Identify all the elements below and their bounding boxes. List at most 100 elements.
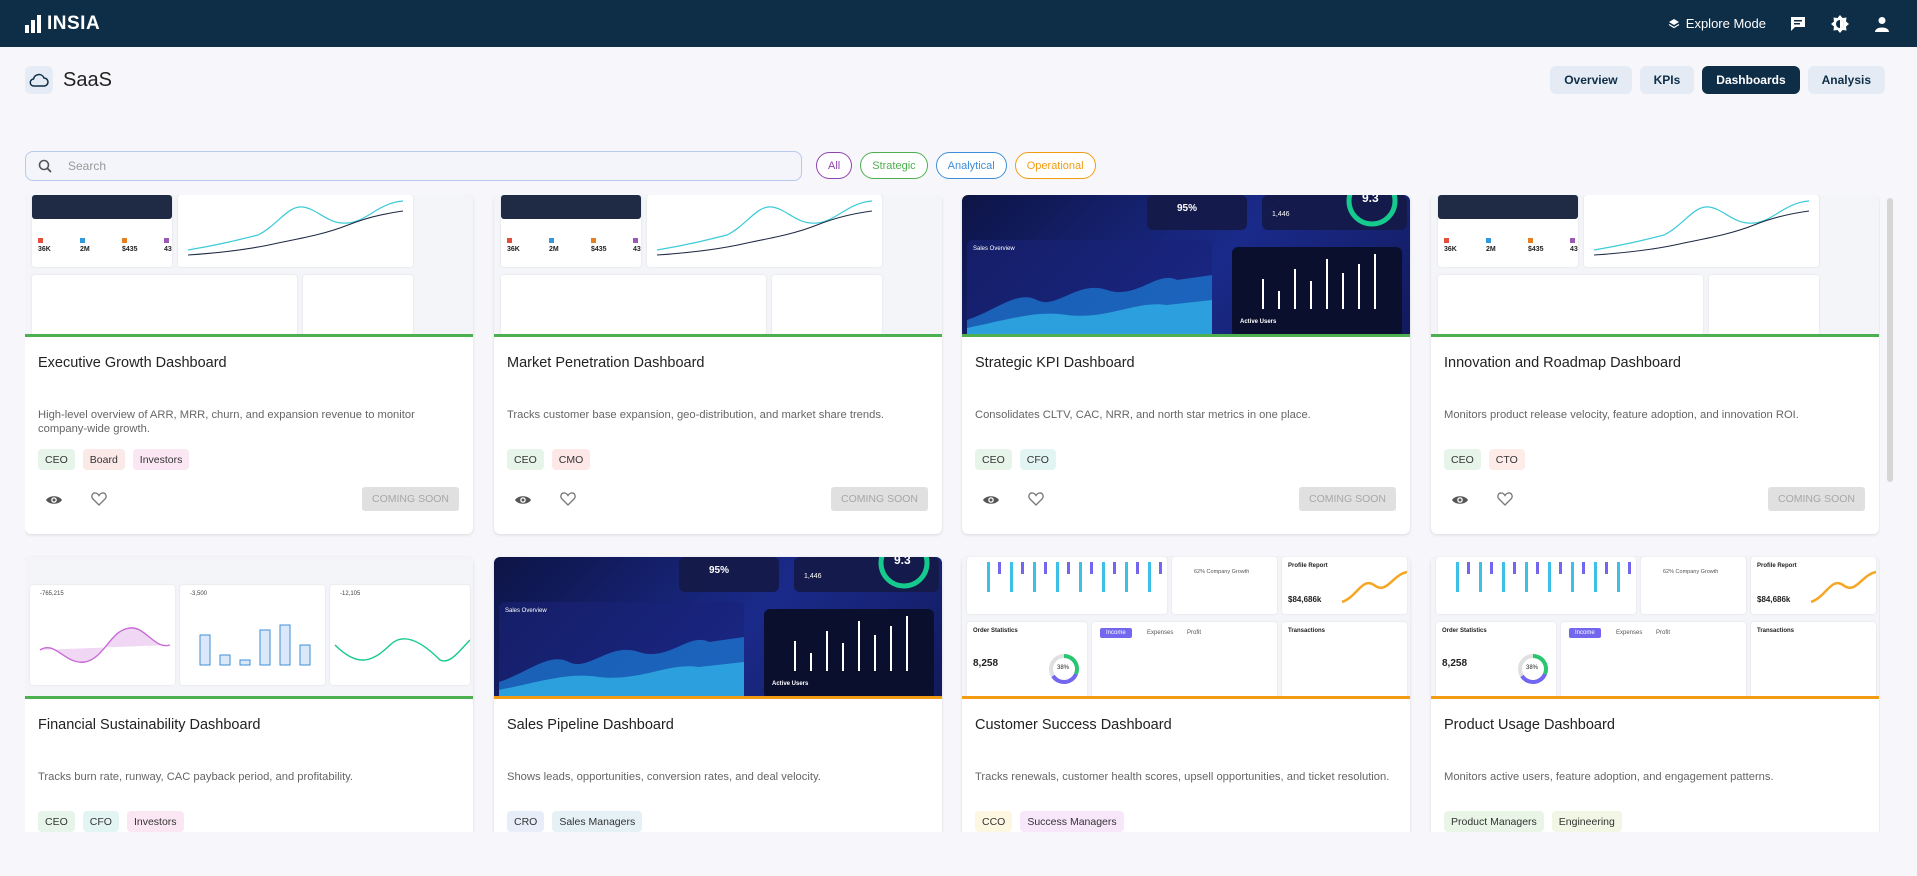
thumb-finance-chart: -765,215 [30, 585, 175, 685]
dashboard-thumbnail: 95% 1,446 9.3 Sales Overview Active Users [962, 195, 1410, 337]
card-title[interactable]: Financial Sustainability Dashboard [38, 717, 261, 733]
thumb-metrics-panel: 36K 2M $435 43 [501, 195, 641, 267]
card-actions [45, 492, 107, 511]
thumb-text: Income [1100, 628, 1132, 638]
heart-icon[interactable] [1497, 492, 1513, 511]
search-bar [25, 151, 802, 181]
page-header: SaaS [25, 66, 112, 94]
insia-logo[interactable]: INSIA [25, 13, 100, 35]
dashboard-thumbnail: 95% 1,446 9.3 Sales Overview Active Users [494, 557, 942, 699]
coming-soon-button[interactable]: COMING SOON [1298, 487, 1396, 511]
thumb-metric-value: 36K [38, 246, 51, 253]
thumb-finance-chart: -3,500 [180, 585, 325, 685]
dashboard-card[interactable]: 62% Company Growth Profile Report $84,686k… [962, 557, 1410, 832]
role-tag: CFO [1019, 449, 1056, 470]
dashboard-card[interactable]: 36K 2M $435 43 Market Penetration Dashboard T… [494, 195, 942, 534]
card-description: Tracks customer base expansion, geo-dist… [507, 409, 885, 421]
top-navbar: INSIA Explore Mode [0, 0, 1917, 47]
thumb-text: Profile Report [1288, 563, 1328, 569]
cloud-icon [25, 66, 53, 94]
filter-chip-operational[interactable]: Operational [1014, 152, 1096, 179]
dashboard-card[interactable]: 36K 2M $435 43 Executive Growth Dashboard Hig… [25, 195, 473, 534]
heart-icon[interactable] [1028, 492, 1044, 511]
thumb-line-chart [647, 195, 882, 267]
coming-soon-button[interactable]: COMING SOON [361, 487, 459, 511]
card-description: Monitors active users, feature adoption,… [1444, 771, 1774, 783]
dashboard-card[interactable]: 36K 2M $435 43 Innovation and Roadmap Dashbo… [1431, 195, 1879, 534]
chat-icon[interactable] [1788, 14, 1808, 34]
thumb-text: 62% Company Growth [1663, 569, 1719, 575]
thumb-text: -3,500 [190, 591, 208, 597]
thumb-orders-panel [772, 275, 882, 334]
role-tag: CCO [975, 811, 1013, 832]
thumb-text: 8,258 [973, 658, 999, 669]
user-icon[interactable] [1872, 14, 1892, 34]
card-tags: CEO CFO Investors [38, 811, 184, 832]
dashboard-card[interactable]: 95% 1,446 9.3 Sales Overview Active Users Sal… [494, 557, 942, 832]
thumb-text: Income [1569, 628, 1601, 638]
thumb-text: 9.3 [1362, 195, 1379, 205]
dashboard-card[interactable]: 62% Company Growth Profile Report $84,686k… [1431, 557, 1879, 832]
card-description: Tracks burn rate, runway, CAC payback pe… [38, 771, 354, 783]
thumb-metric-value: $435 [591, 246, 607, 253]
filter-chip-analytical[interactable]: Analytical [935, 152, 1007, 179]
card-title[interactable]: Strategic KPI Dashboard [975, 355, 1135, 371]
card-title[interactable]: Innovation and Roadmap Dashboard [1444, 355, 1681, 371]
card-title[interactable]: Product Usage Dashboard [1444, 717, 1615, 733]
heart-icon[interactable] [560, 492, 576, 511]
thumb-text: Order Statistics [973, 628, 1018, 634]
thumb-text: 8,258 [1442, 658, 1468, 669]
thumb-bar-panel [967, 557, 1167, 614]
thumb-text: Sales Overview [505, 608, 547, 614]
thumb-text: 62% Company Growth [1194, 569, 1250, 575]
card-tags: CEO Board Investors [38, 449, 190, 470]
thumb-metrics-panel: 36K 2M $435 43 [32, 195, 172, 267]
card-title[interactable]: Executive Growth Dashboard [38, 355, 227, 371]
eye-icon[interactable] [1451, 493, 1469, 511]
tab-kpis[interactable]: KPIs [1639, 66, 1695, 94]
dashboard-card[interactable]: 95% 1,446 9.3 Sales Overview Active Users Str… [962, 195, 1410, 534]
coming-soon-button[interactable]: COMING SOON [1767, 487, 1865, 511]
thumb-metric-value: 43 [1570, 246, 1578, 253]
filter-chip-all[interactable]: All [816, 152, 853, 179]
scrollbar[interactable] [1887, 198, 1893, 482]
thumb-metric-value: 43 [164, 246, 172, 253]
category-filters: All Strategic Analytical Operational [816, 152, 1096, 179]
thumb-profit-panel: Profile Report $84,686k [1282, 557, 1407, 614]
card-description: Shows leads, opportunities, conversion r… [507, 771, 821, 783]
theme-icon[interactable] [1830, 14, 1850, 34]
search-input[interactable] [68, 159, 768, 173]
coming-soon-button[interactable]: COMING SOON [830, 487, 928, 511]
layers-icon [1668, 18, 1680, 28]
card-description: High-level overview of ARR, MRR, churn, … [38, 409, 415, 435]
explore-mode-button[interactable]: Explore Mode [1668, 16, 1766, 31]
card-title[interactable]: Market Penetration Dashboard [507, 355, 705, 371]
thumb-text: $84,686k [1288, 595, 1322, 604]
role-tag: Investors [126, 811, 184, 832]
eye-icon[interactable] [514, 493, 532, 511]
heart-icon[interactable] [91, 492, 107, 511]
card-title[interactable]: Customer Success Dashboard [975, 717, 1172, 733]
dashboard-card[interactable]: -765,215 -3,500 -12,105 Financial Sustainab… [25, 557, 473, 832]
tab-overview[interactable]: Overview [1550, 66, 1632, 94]
eye-icon[interactable] [45, 493, 63, 511]
thumb-text: Active Users [1240, 319, 1277, 325]
role-tag: Sales Managers [552, 811, 643, 832]
thumb-text: 95% [1177, 203, 1198, 214]
card-title[interactable]: Sales Pipeline Dashboard [507, 717, 674, 733]
thumb-orders-panel [1709, 275, 1819, 334]
thumb-order-stats: Order Statistics 8,258 38% [967, 622, 1087, 696]
thumb-text: Transactions [1757, 628, 1795, 634]
filter-chip-strategic[interactable]: Strategic [860, 152, 928, 179]
role-tag: CEO [38, 811, 75, 832]
card-tags: CRO Sales Managers [507, 811, 643, 832]
section-tabs: Overview KPIs Dashboards Analysis [1550, 66, 1885, 94]
tab-dashboards[interactable]: Dashboards [1702, 66, 1800, 94]
thumb-text: Transactions [1288, 628, 1326, 634]
thumb-transactions: Transactions [1282, 622, 1407, 696]
eye-icon[interactable] [982, 493, 1000, 511]
card-tags: CEO CMO [507, 449, 591, 470]
thumb-order-stats: Order Statistics 8,258 38% [1436, 622, 1556, 696]
card-tags: CCO Success Managers [975, 811, 1124, 832]
tab-analysis[interactable]: Analysis [1807, 66, 1885, 94]
